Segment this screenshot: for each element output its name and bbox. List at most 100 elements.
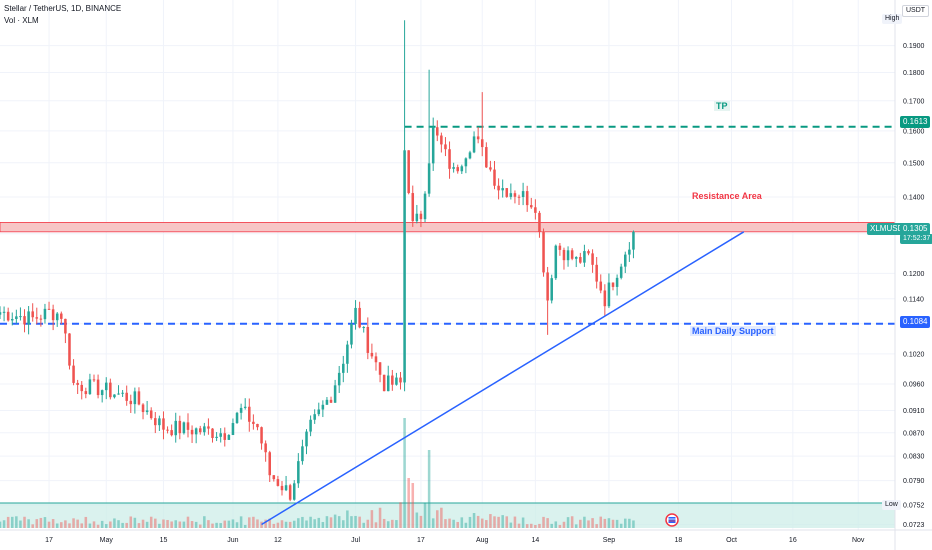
candle-body (198, 428, 202, 433)
candle-body (591, 253, 594, 265)
candle-body (64, 318, 67, 334)
volume-bar (235, 522, 239, 528)
candle-body (464, 158, 468, 167)
volume-bar (628, 518, 631, 528)
candle-body (513, 193, 517, 197)
volume-bar (149, 516, 153, 528)
volume-zone-band (0, 503, 895, 528)
candle-body (415, 213, 419, 222)
candle-body (329, 399, 333, 403)
volume-bar (534, 524, 537, 528)
currency-button[interactable]: USDT (902, 5, 930, 17)
candle-body (174, 420, 177, 436)
volume-bar (80, 523, 84, 528)
candle-body (68, 333, 71, 366)
volume-bar (493, 516, 496, 528)
volume-bar (51, 519, 55, 528)
volume-bar (325, 516, 329, 528)
candle-body (252, 421, 255, 424)
candle-body (325, 399, 329, 405)
candle-body (223, 433, 227, 440)
volume-bar (239, 516, 243, 528)
volume-bar (337, 516, 341, 528)
volume-bar (31, 524, 34, 528)
volume-bar (104, 524, 108, 528)
candle-body (386, 375, 390, 392)
volume-bar (215, 522, 218, 528)
volume-bar (100, 520, 104, 528)
flag-icon (665, 513, 679, 527)
candle-body (256, 423, 259, 428)
candle-body (0, 312, 2, 315)
y-tick-label: 0.1200 (903, 271, 925, 278)
candle-body (113, 394, 116, 398)
candle-body (456, 167, 459, 172)
candle-body (47, 308, 51, 310)
volume-bar (452, 519, 455, 528)
y-tick-label: 0.1140 (903, 296, 924, 303)
candle-body (235, 412, 239, 424)
candle-body (599, 281, 603, 291)
volume-bar (342, 520, 345, 528)
candle-body (472, 136, 476, 153)
volume-bar (96, 524, 100, 528)
resistance-rect (0, 222, 896, 233)
volume-bar (186, 516, 190, 528)
volume-bar (574, 524, 578, 528)
candle-body (570, 250, 574, 259)
volume-bar (170, 521, 173, 528)
volume-bar (472, 513, 476, 528)
y-tick-label: 0.0830 (903, 454, 925, 461)
volume-bar (227, 520, 231, 528)
volume-bar (517, 523, 521, 528)
candle-body (423, 193, 427, 220)
candle-body (211, 428, 214, 438)
candle-body (92, 379, 96, 381)
volume-bar (382, 518, 386, 528)
candle-body (448, 149, 451, 169)
candle-body (374, 356, 378, 363)
candle-body (141, 404, 145, 413)
volume-bar (583, 516, 586, 528)
candle-body (587, 251, 590, 254)
volume-bar (268, 518, 271, 528)
volume-bar (407, 478, 410, 528)
volume-bar (158, 523, 161, 528)
volume-bar (423, 502, 427, 528)
x-tick-label: 18 (675, 537, 683, 544)
candle-body (517, 196, 521, 198)
volume-bar (427, 450, 431, 528)
candle-body (370, 352, 374, 357)
candle-body (497, 185, 500, 191)
y-tick-label: 0.1600 (903, 128, 925, 135)
volume-bar (317, 517, 321, 528)
candle-body (309, 419, 312, 432)
candle-body (546, 272, 549, 301)
volume-bar (203, 516, 206, 528)
volume-bar (542, 516, 545, 528)
candle-body (166, 429, 169, 431)
volume-bar (113, 518, 116, 528)
volume-bar (162, 519, 165, 528)
volume-bar (558, 524, 562, 528)
volume-bar (362, 522, 365, 528)
volume-bar (456, 521, 459, 528)
volume-bar (607, 518, 611, 528)
last-price-tag: 0.1305 (900, 223, 931, 235)
candle-body (297, 461, 300, 484)
candle-body (530, 205, 533, 208)
volume-bar (280, 520, 284, 528)
volume-zone (0, 502, 895, 528)
volume-bar (47, 521, 51, 528)
x-tick-label: 17 (417, 537, 425, 544)
candle-body (346, 344, 349, 364)
volume-bar (231, 519, 235, 528)
volume-bar (219, 523, 222, 528)
volume-bar (272, 523, 276, 528)
x-tick-label: 12 (274, 537, 282, 544)
x-tick-label: Jul (351, 537, 360, 544)
volume-bar (276, 522, 280, 528)
low-label: Low (882, 500, 901, 510)
volume-bar (611, 519, 615, 528)
